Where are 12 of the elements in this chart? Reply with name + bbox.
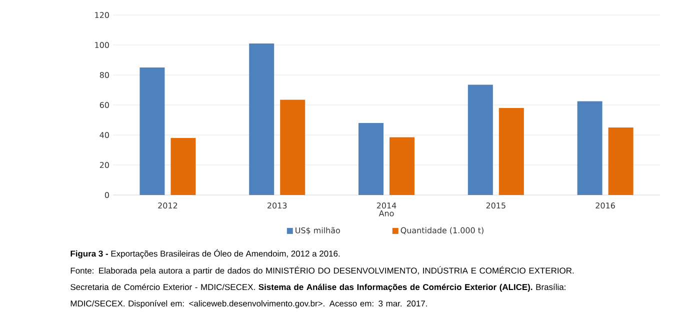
bar (577, 101, 602, 195)
bar (170, 138, 196, 195)
bar (140, 68, 165, 195)
bar (390, 137, 415, 195)
bar (280, 100, 306, 195)
bar (608, 128, 634, 195)
bar (358, 123, 384, 195)
bar (498, 108, 524, 195)
bar (468, 84, 493, 195)
text: Fonte: Elaborada pela autora a partir de dados do MINISTÉRIO DO DESENVOLVIMENTO, INDÚSTRIA E COMÉRCIO EXTERIOR. Secretaria de Comércio Exterior - MDIC/SECEX. Sistema de Análise das Informações de Comércio Exterior (ALICE). Brasília: MDIC/SECEX. Disponível em: <aliceweb.desenvolvimento.gov.br>. Acesso em: 3 mar. 2017. (70, 266, 574, 308)
bar (249, 43, 274, 195)
text: Figura 3 - Exportações Brasileiras de Óleo de Amendoim, 2012 a 2016. (70, 249, 340, 258)
